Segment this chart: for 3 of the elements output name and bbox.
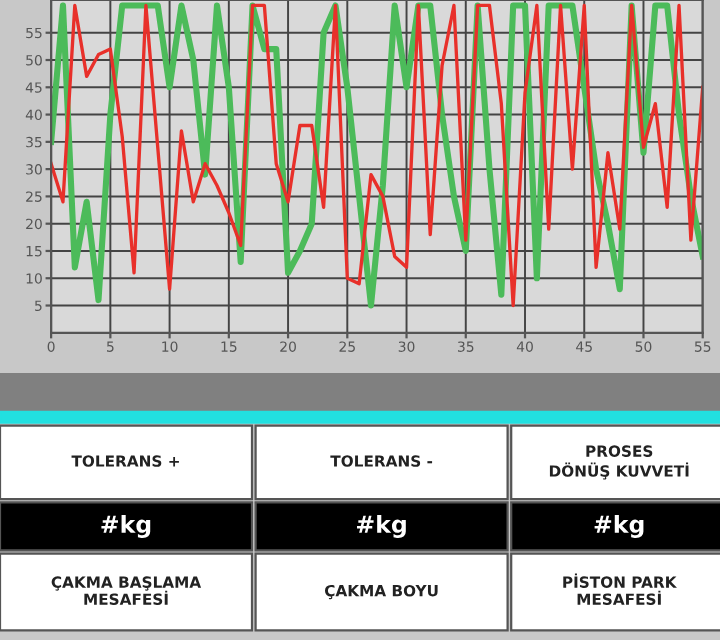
text: #kg: [101, 514, 151, 538]
text: #kg: [594, 514, 644, 538]
text: #kg: [357, 514, 406, 538]
